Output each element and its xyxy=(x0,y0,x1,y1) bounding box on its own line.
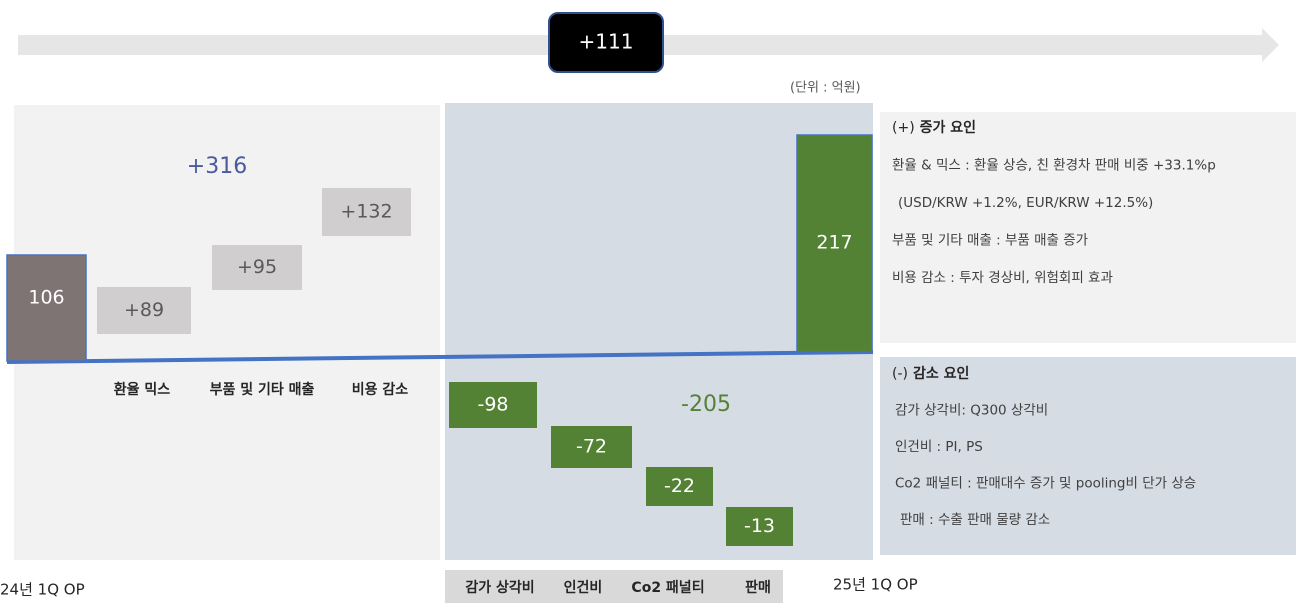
bar-label: -72 xyxy=(576,436,607,458)
panel-item: 감가 상각비: Q300 상각비 xyxy=(895,403,1048,419)
group-total: -205 xyxy=(681,392,731,417)
panel-item: (USD/KRW +1.2%, EUR/KRW +12.5%) xyxy=(898,195,1153,211)
bar-label: +95 xyxy=(237,256,277,278)
bar-label: +132 xyxy=(340,201,392,223)
category-label: 감가 상각비 xyxy=(465,579,534,596)
category-label: 환율 믹스 xyxy=(114,381,171,398)
bar-label: +89 xyxy=(124,299,164,321)
banner-label: +111 xyxy=(579,30,634,54)
banner-box xyxy=(548,12,664,73)
panel-item: 판매 : 수출 판매 물량 감소 xyxy=(900,512,1050,528)
category-label: 비용 감소 xyxy=(352,381,409,398)
panel-title: (+) 증가 요인 xyxy=(892,119,976,136)
decrease-panel xyxy=(880,357,1296,555)
decrease-bar xyxy=(449,382,537,428)
unit-note: (단위 : 억원) xyxy=(790,81,861,96)
category-label: Co2 패널티 xyxy=(631,580,704,596)
category-label: 24년 1Q OP xyxy=(0,581,85,599)
panel-prefix: (-) xyxy=(892,366,908,382)
category-label: 25년 1Q OP xyxy=(833,576,918,594)
panel-prefix: (+) xyxy=(892,120,915,136)
bar-label: 217 xyxy=(816,232,852,254)
bar-label: -98 xyxy=(477,394,508,416)
increase-bar xyxy=(322,188,411,236)
panel-heading: 감소 요인 xyxy=(913,365,969,382)
category-label: 부품 및 기타 매출 xyxy=(210,381,315,398)
increase-bar xyxy=(212,245,302,290)
total-bar xyxy=(796,134,873,353)
increase-bar xyxy=(97,287,191,334)
decrease-bar xyxy=(551,426,632,468)
panel-item: 부품 및 기타 매출 : 부품 매출 증가 xyxy=(892,233,1088,249)
category-label: 인건비 xyxy=(564,579,603,596)
panel-title: (-) 감소 요인 xyxy=(892,365,969,382)
group-total: +316 xyxy=(187,154,247,179)
panel-heading: 증가 요인 xyxy=(920,119,976,136)
decrease-bar xyxy=(726,507,793,546)
panel-item: 비용 감소 : 투자 경상비, 위험회피 효과 xyxy=(892,270,1113,286)
bar-label: 106 xyxy=(28,287,64,309)
bar-label: -22 xyxy=(664,475,695,497)
panel-item: 인건비 : PI, PS xyxy=(895,439,983,455)
baseline xyxy=(6,350,874,364)
panel-item: Co2 패널티 : 판매대수 증가 및 pooling비 단가 상승 xyxy=(895,476,1196,492)
total-bar xyxy=(6,254,87,362)
decrease-bar xyxy=(646,467,713,506)
increase-panel xyxy=(880,112,1296,343)
panel-item: 환율 & 믹스 : 환율 상승, 친 환경차 판매 비중 +33.1%p xyxy=(892,158,1216,174)
category-label: 판매 xyxy=(745,580,771,596)
label-strip xyxy=(445,570,783,603)
bar-label: -13 xyxy=(744,515,775,537)
